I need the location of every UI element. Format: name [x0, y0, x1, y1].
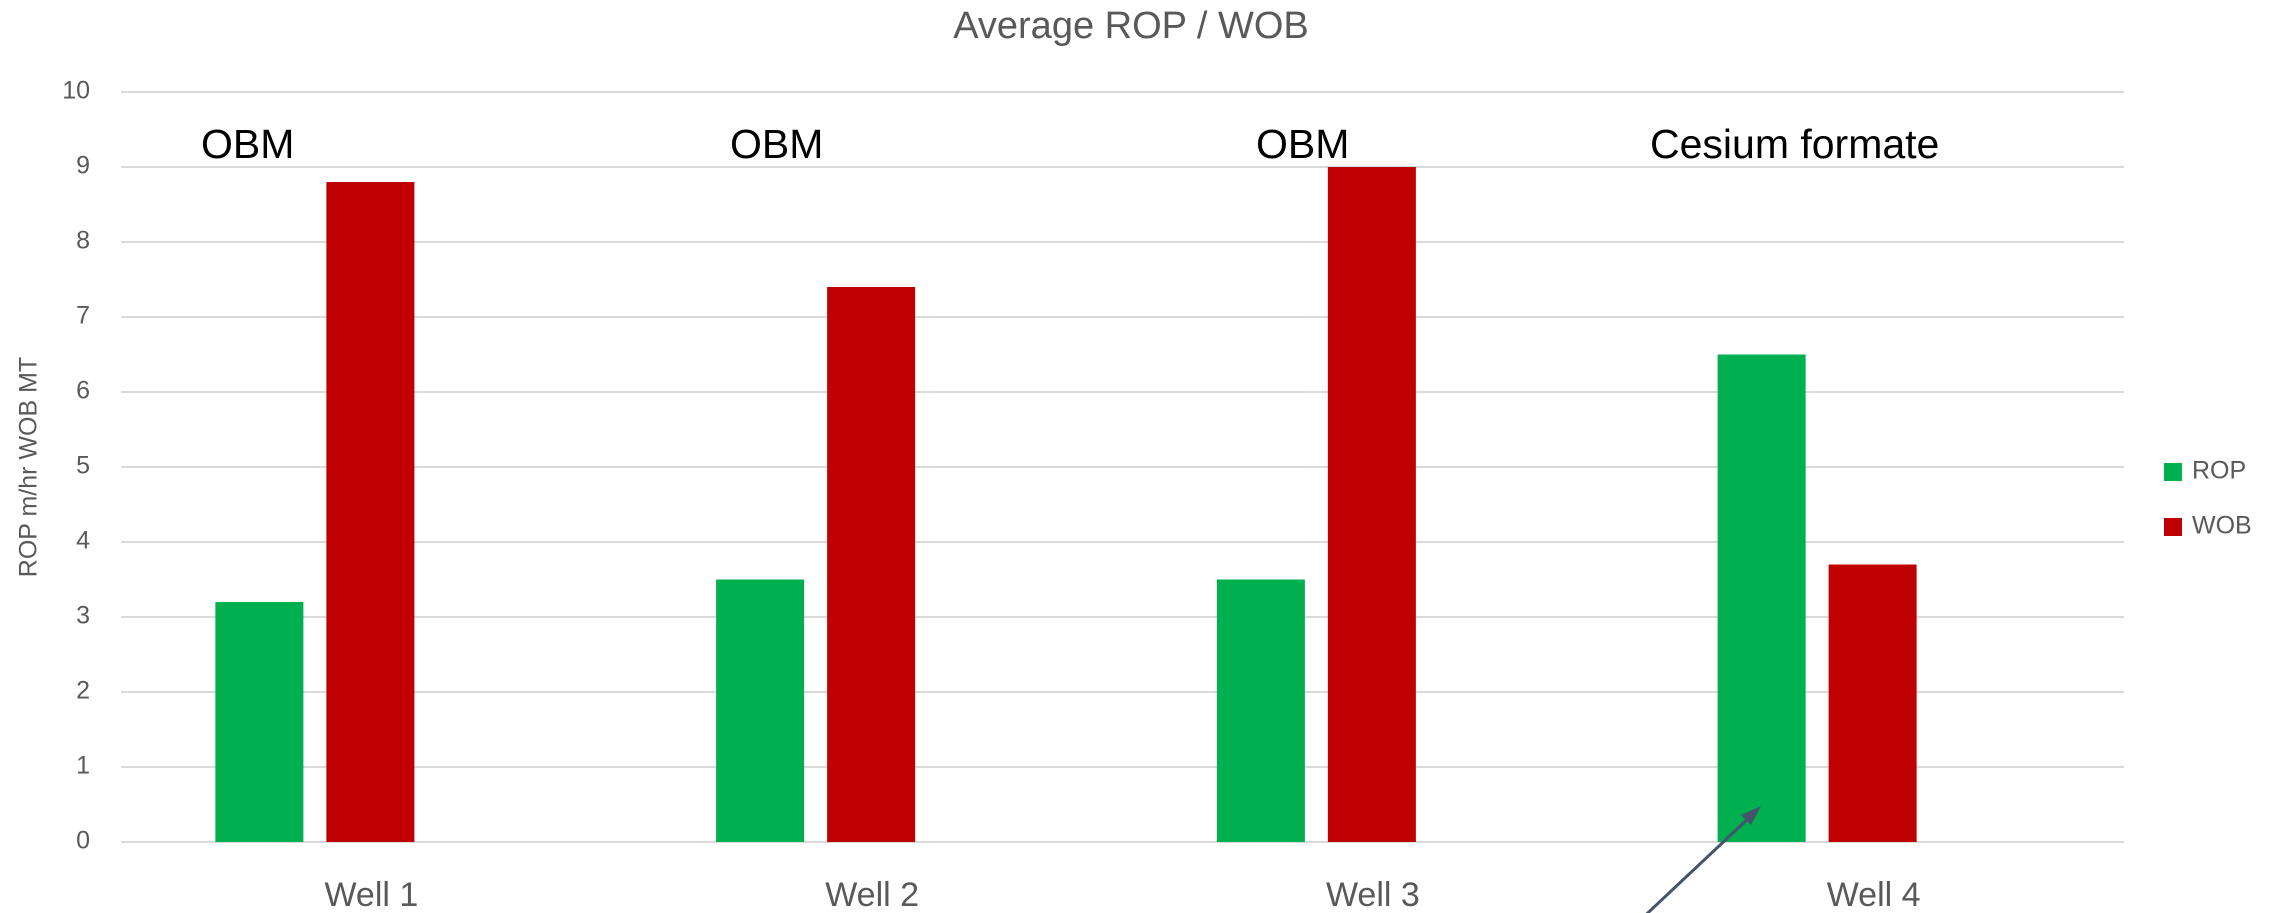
y-tick-label: 8: [76, 227, 90, 255]
y-tick-label: 9: [76, 152, 90, 180]
y-tick-label: 0: [76, 827, 90, 855]
y-axis-label: ROP m/hr WOB MT: [15, 357, 43, 577]
legend-swatch: [2164, 463, 2182, 481]
arrow: [1645, 806, 1761, 913]
x-tick-label: Well 3: [1326, 876, 1420, 913]
bar: [215, 602, 304, 842]
x-tick-label: Well 1: [324, 876, 418, 913]
y-tick-label: 5: [76, 452, 90, 480]
chart-title: Average ROP / WOB: [953, 5, 1309, 47]
legend-label: WOB: [2192, 512, 2252, 540]
x-tick-label: Well 4: [1827, 876, 1921, 913]
y-tick-label: 7: [76, 302, 90, 330]
annotation: OBM: [201, 121, 294, 167]
y-tick-label: 1: [76, 752, 90, 780]
bar: [1717, 354, 1806, 842]
legend-swatch: [2164, 518, 2182, 536]
y-tick-label: 3: [76, 602, 90, 630]
y-tick-label: 4: [76, 527, 90, 555]
annotation: OBM: [730, 121, 823, 167]
annotation: Cesium formate: [1650, 121, 1939, 167]
bar: [1216, 579, 1305, 842]
y-tick-label: 6: [76, 377, 90, 405]
x-tick-label: Well 2: [825, 876, 919, 913]
legend-label: ROP: [2192, 457, 2246, 485]
bar: [326, 182, 415, 842]
bar: [1327, 167, 1416, 842]
bar: [827, 287, 916, 842]
y-tick-label: 10: [62, 77, 90, 105]
y-tick-label: 2: [76, 677, 90, 705]
arrow-head: [1741, 806, 1761, 825]
bar: [716, 579, 805, 842]
bar: [1828, 564, 1917, 842]
arrow-line: [1645, 813, 1754, 913]
annotation: OBM: [1256, 121, 1349, 167]
